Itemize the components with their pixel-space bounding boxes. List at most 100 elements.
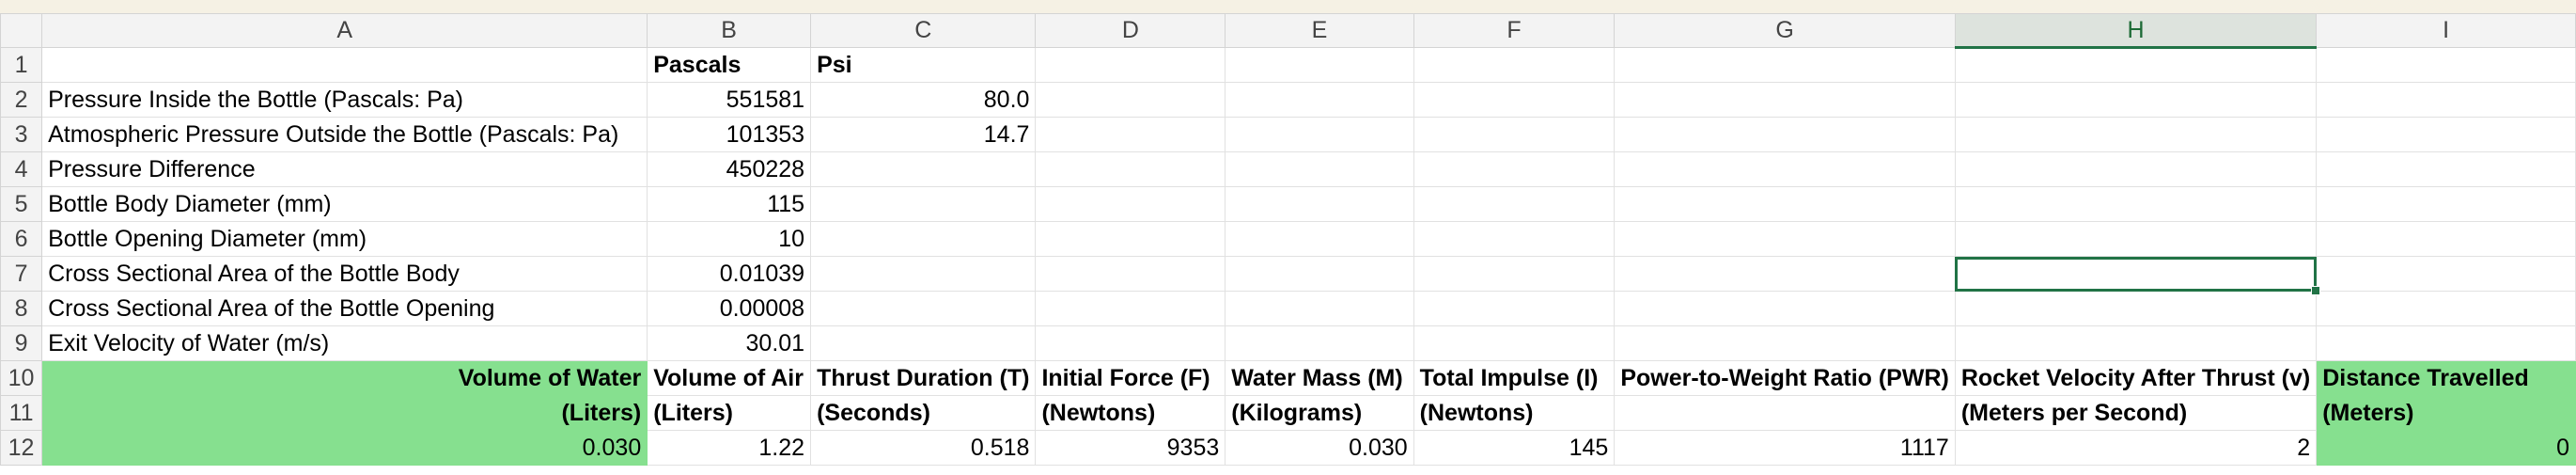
cell-e6[interactable] <box>1225 221 1414 257</box>
cell-g12[interactable]: 1117 <box>1614 430 1956 466</box>
cell-b12[interactable]: 1.22 <box>647 430 812 466</box>
cell-d9[interactable] <box>1035 325 1226 361</box>
column-header-a[interactable]: A <box>41 13 648 48</box>
cell-g3[interactable] <box>1614 117 1956 152</box>
cell-e1[interactable] <box>1225 47 1414 83</box>
cell-c8[interactable] <box>810 291 1037 326</box>
cell-f7[interactable] <box>1413 256 1616 292</box>
cell-f2[interactable] <box>1413 82 1616 118</box>
cell-a9[interactable]: Exit Velocity of Water (m/s) <box>41 325 648 361</box>
cell-e12[interactable]: 0.030 <box>1225 430 1414 466</box>
cell-i4[interactable] <box>2316 151 2576 187</box>
cell-h8[interactable] <box>1954 291 2318 326</box>
cell-c1[interactable]: Psi <box>810 47 1037 83</box>
cell-e7[interactable] <box>1225 256 1414 292</box>
cell-g1[interactable] <box>1614 47 1956 83</box>
cell-b11[interactable]: (Liters) <box>647 395 812 431</box>
cell-c11[interactable]: (Seconds) <box>810 395 1037 431</box>
cell-g10[interactable]: Power-to-Weight Ratio (PWR) <box>1614 360 1956 396</box>
column-header-h[interactable]: H <box>1954 13 2318 49</box>
cell-b5[interactable]: 115 <box>647 186 812 222</box>
cell-a11[interactable]: (Liters) <box>41 395 648 431</box>
cell-g8[interactable] <box>1614 291 1956 326</box>
cell-i11[interactable]: (Meters) <box>2316 395 2576 431</box>
cell-b8[interactable]: 0.00008 <box>647 291 812 326</box>
cell-i8[interactable] <box>2316 291 2576 326</box>
cell-g7[interactable] <box>1614 256 1956 292</box>
cell-g2[interactable] <box>1614 82 1956 118</box>
cell-c12[interactable]: 0.518 <box>810 430 1037 466</box>
cell-c7[interactable] <box>810 256 1037 292</box>
cell-c5[interactable] <box>810 186 1037 222</box>
cell-h3[interactable] <box>1954 117 2318 152</box>
cell-b6[interactable]: 10 <box>647 221 812 257</box>
cell-a2[interactable]: Pressure Inside the Bottle (Pascals: Pa) <box>41 82 648 118</box>
cell-d2[interactable] <box>1035 82 1226 118</box>
row-header[interactable]: 3 <box>0 117 43 152</box>
row-header[interactable]: 11 <box>0 395 43 431</box>
cell-d6[interactable] <box>1035 221 1226 257</box>
cell-a7[interactable]: Cross Sectional Area of the Bottle Body <box>41 256 648 292</box>
cell-f9[interactable] <box>1413 325 1616 361</box>
cell-i1[interactable] <box>2316 47 2576 83</box>
cell-f11[interactable]: (Newtons) <box>1413 395 1616 431</box>
cell-a6[interactable]: Bottle Opening Diameter (mm) <box>41 221 648 257</box>
cell-f8[interactable] <box>1413 291 1616 326</box>
cell-f12[interactable]: 145 <box>1413 430 1616 466</box>
cell-e9[interactable] <box>1225 325 1414 361</box>
cell-e8[interactable] <box>1225 291 1414 326</box>
cell-i9[interactable] <box>2316 325 2576 361</box>
column-header-i[interactable]: I <box>2316 13 2576 48</box>
cell-c3[interactable]: 14.7 <box>810 117 1037 152</box>
cell-e2[interactable] <box>1225 82 1414 118</box>
cell-i5[interactable] <box>2316 186 2576 222</box>
cell-a1[interactable] <box>41 47 648 83</box>
cell-a5[interactable]: Bottle Body Diameter (mm) <box>41 186 648 222</box>
cell-e10[interactable]: Water Mass (M) <box>1225 360 1414 396</box>
row-header[interactable]: 8 <box>0 291 43 326</box>
cell-b7[interactable]: 0.01039 <box>647 256 812 292</box>
cell-h9[interactable] <box>1954 325 2318 361</box>
column-header-g[interactable]: G <box>1614 13 1956 48</box>
cell-g5[interactable] <box>1614 186 1956 222</box>
row-header[interactable]: 7 <box>0 256 43 292</box>
row-header[interactable]: 4 <box>0 151 43 187</box>
cell-d10[interactable]: Initial Force (F) <box>1035 360 1226 396</box>
column-header-b[interactable]: B <box>647 13 812 48</box>
cell-h12[interactable]: 2 <box>1954 430 2318 466</box>
row-header[interactable]: 2 <box>0 82 43 118</box>
cell-g6[interactable] <box>1614 221 1956 257</box>
cell-h6[interactable] <box>1954 221 2318 257</box>
cell-h11[interactable]: (Meters per Second) <box>1954 395 2318 431</box>
cell-d1[interactable] <box>1035 47 1226 83</box>
cell-c6[interactable] <box>810 221 1037 257</box>
cell-i10[interactable]: Distance Travelled <box>2316 360 2576 396</box>
cell-i2[interactable] <box>2316 82 2576 118</box>
fill-handle[interactable] <box>2310 285 2320 295</box>
column-header-f[interactable]: F <box>1413 13 1616 48</box>
cell-b9[interactable]: 30.01 <box>647 325 812 361</box>
cell-f3[interactable] <box>1413 117 1616 152</box>
cell-c4[interactable] <box>810 151 1037 187</box>
cell-g4[interactable] <box>1614 151 1956 187</box>
cell-e4[interactable] <box>1225 151 1414 187</box>
cell-f6[interactable] <box>1413 221 1616 257</box>
column-header-c[interactable]: C <box>810 13 1037 48</box>
cell-f4[interactable] <box>1413 151 1616 187</box>
column-header-e[interactable]: E <box>1225 13 1414 48</box>
cell-c10[interactable]: Thrust Duration (T) <box>810 360 1037 396</box>
cell-d4[interactable] <box>1035 151 1226 187</box>
row-header[interactable]: 9 <box>0 325 43 361</box>
cell-f5[interactable] <box>1413 186 1616 222</box>
cell-b2[interactable]: 551581 <box>647 82 812 118</box>
row-header[interactable]: 6 <box>0 221 43 257</box>
cell-d3[interactable] <box>1035 117 1226 152</box>
cell-d8[interactable] <box>1035 291 1226 326</box>
cell-a12[interactable]: 0.030 <box>41 430 648 466</box>
row-header[interactable]: 10 <box>0 360 43 396</box>
cell-d11[interactable]: (Newtons) <box>1035 395 1226 431</box>
cell-f10[interactable]: Total Impulse (I) <box>1413 360 1616 396</box>
cell-h5[interactable] <box>1954 186 2318 222</box>
cell-e3[interactable] <box>1225 117 1414 152</box>
cell-c2[interactable]: 80.0 <box>810 82 1037 118</box>
